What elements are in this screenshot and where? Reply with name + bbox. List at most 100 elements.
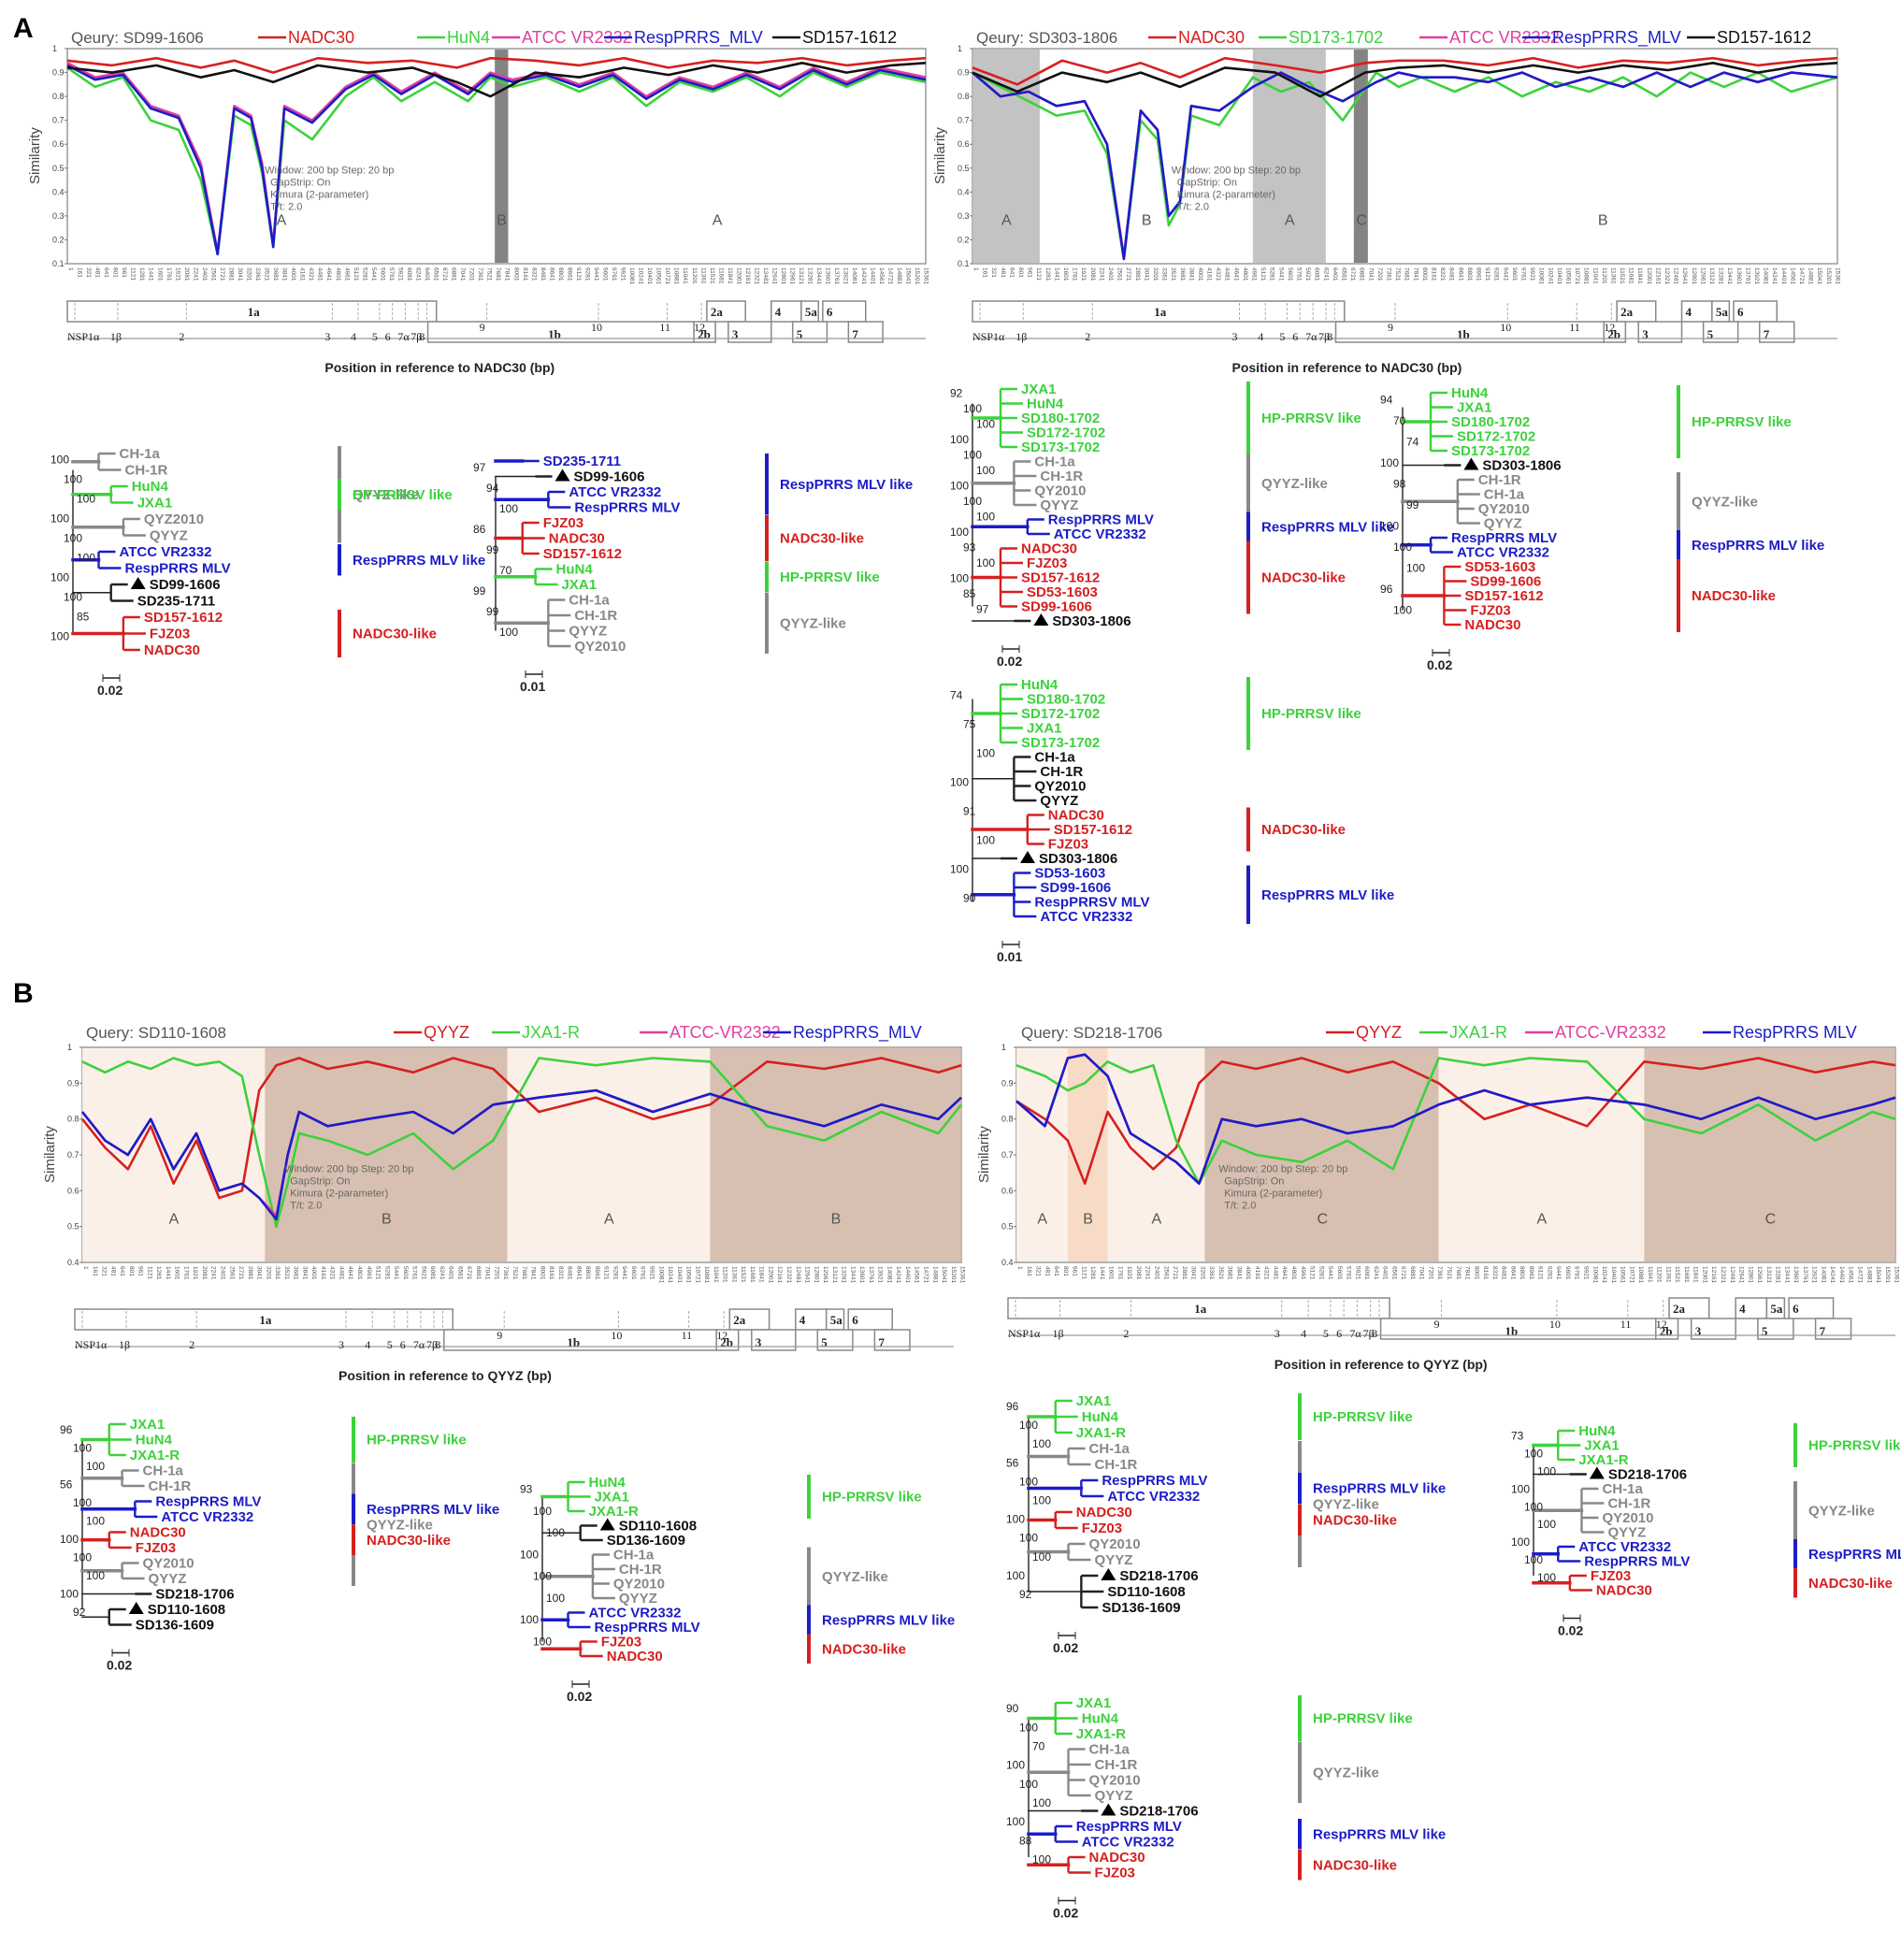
x-tick-label: 641	[103, 267, 109, 278]
tree-leaf-label: FJZ03	[1470, 603, 1510, 619]
x-tick-label: 7681	[495, 267, 501, 281]
x-tick-label: 3681	[293, 1266, 299, 1280]
x-tick-label: 14881	[1807, 267, 1814, 284]
tree-leaf-label: SD99-1606	[1470, 574, 1541, 590]
x-tick-label: 9441	[621, 1266, 627, 1280]
x-tick-label: 12321	[1663, 267, 1670, 284]
bootstrap-value: 100	[976, 747, 995, 760]
bootstrap-value: 90	[1006, 1702, 1019, 1715]
clade-label: QYYZ-like	[1692, 494, 1758, 510]
region-label: B	[831, 1212, 842, 1228]
x-tick-label: 801	[1062, 1266, 1069, 1276]
tree-leaf-label: JXA1	[595, 1490, 630, 1506]
clade-label: QYYZ-like	[1313, 1765, 1379, 1780]
bootstrap-value: 56	[60, 1477, 73, 1491]
y-axis-label: Similarity	[976, 1126, 992, 1183]
nsp-label: 6	[1336, 1327, 1342, 1340]
scale-bar-label: 0.02	[997, 654, 1022, 669]
x-tick-label: 5121	[1309, 1266, 1316, 1280]
gene-box	[816, 1329, 854, 1351]
nsp-label: 5	[1323, 1327, 1329, 1340]
x-tick-label: 7041	[1419, 1266, 1425, 1280]
y-tick-label: 0.3	[52, 211, 65, 221]
tree-leaf-label: NADC30	[1021, 541, 1077, 557]
gene-label: 2a	[1673, 1302, 1686, 1316]
nsp-label: 2	[1123, 1327, 1129, 1340]
bootstrap-value: 100	[546, 1526, 565, 1539]
bootstrap-value: 56	[1006, 1456, 1019, 1469]
x-tick-label: 8961	[1475, 267, 1481, 281]
tree-leaf-label: HuN4	[132, 479, 169, 495]
nsp-label: 10	[1500, 321, 1511, 334]
region-label: A	[169, 1212, 180, 1228]
phylo-tree-A3: JXA1HuN4SD180-1702SD172-1702SD173-1702CH…	[950, 382, 1394, 669]
tree-leaf-label: RespPRRSV MLV	[1034, 895, 1149, 911]
gene-label: 7	[1820, 1324, 1826, 1338]
x-tick-label: 14561	[914, 1266, 920, 1283]
bootstrap-value: 74	[950, 689, 963, 702]
x-tick-label: 9761	[1519, 267, 1526, 281]
analysis-note-line: T/t: 2.0	[270, 201, 302, 212]
x-tick-label: 2081	[183, 267, 190, 281]
x-tick-label: 801	[1017, 267, 1024, 278]
x-tick-label: 4961	[1300, 1266, 1306, 1280]
bootstrap-value: 92	[950, 386, 963, 399]
x-tick-label: 1	[67, 267, 74, 271]
x-tick-label: 12001	[1646, 267, 1652, 284]
x-tick-label: 8001	[512, 267, 519, 281]
x-tick-label: 7841	[1464, 1266, 1471, 1280]
nsp-label: 8	[1327, 330, 1332, 343]
x-tick-label: 5601	[379, 267, 385, 281]
x-tick-label: 12481	[795, 1266, 801, 1283]
bootstrap-value: 100	[1393, 540, 1412, 554]
x-tick-label: 14721	[1798, 267, 1805, 284]
gene-box	[693, 321, 716, 343]
x-tick-label: 8001	[1473, 1266, 1479, 1280]
bootstrap-value: 100	[1006, 1815, 1025, 1828]
x-tick-label: 10401	[676, 1266, 683, 1283]
tree-leaf-label: CH-1a	[1602, 1481, 1643, 1497]
x-tick-label: 13921	[842, 267, 849, 284]
y-axis-label: Similarity	[42, 1126, 58, 1183]
bootstrap-value: 100	[1524, 1553, 1543, 1566]
tree-leaf-label: HuN4	[556, 562, 594, 578]
gene-label: 5	[1762, 1324, 1768, 1338]
x-tick-label: 961	[121, 267, 127, 278]
x-tick-label: 14401	[1780, 267, 1787, 284]
clade-label: HP-PRRSV like	[780, 569, 880, 585]
analysis-note-line: Window: 200 bp Step: 20 bp	[1172, 165, 1301, 176]
region-label: B	[382, 1212, 392, 1228]
y-tick-label: 0.8	[958, 92, 970, 101]
y-tick-label: 0.7	[1001, 1150, 1014, 1160]
x-tick-label: 14241	[895, 1266, 901, 1283]
nsp-label: 8	[419, 330, 425, 343]
scale-bar-label: 0.02	[107, 1658, 132, 1673]
x-tick-label: 6081	[1363, 1266, 1370, 1280]
tree-leaf-label: SD157-1612	[543, 546, 622, 562]
x-tick-label: 15361	[959, 1266, 966, 1283]
x-tick-label: 14881	[1865, 1266, 1872, 1283]
x-tick-label: 7201	[1376, 267, 1383, 281]
x-tick-label: 1761	[1116, 1266, 1123, 1280]
gene-label: 2b	[1660, 1324, 1673, 1338]
query-title: Qeury: SD303-1806	[976, 29, 1117, 47]
analysis-note-line: Kimura (2-parameter)	[1177, 189, 1275, 200]
query-triangle-icon	[1020, 851, 1035, 863]
legend-label: ATCC-VR2332	[1555, 1023, 1666, 1042]
gene-box-1b	[426, 321, 695, 343]
x-tick-label: 10081	[1591, 1266, 1598, 1283]
nsp-label: 12	[1604, 321, 1615, 334]
bootstrap-value: 100	[50, 630, 69, 643]
region-label: A	[277, 213, 287, 229]
x-tick-label: 12961	[822, 1266, 828, 1283]
gene-label: 3	[732, 327, 739, 341]
gene-label: 2a	[1620, 305, 1634, 319]
x-tick-label: 641	[119, 1266, 125, 1276]
nsp-label: 8	[435, 1338, 440, 1351]
gene-label: 7	[852, 327, 858, 341]
bootstrap-value: 99	[1406, 498, 1419, 512]
x-tick-label: 12001	[735, 267, 742, 284]
x-tick-label: 4321	[329, 1266, 336, 1280]
x-tick-label: 1121	[1035, 267, 1042, 281]
tree-leaf-label: SD303-1806	[1482, 458, 1561, 474]
